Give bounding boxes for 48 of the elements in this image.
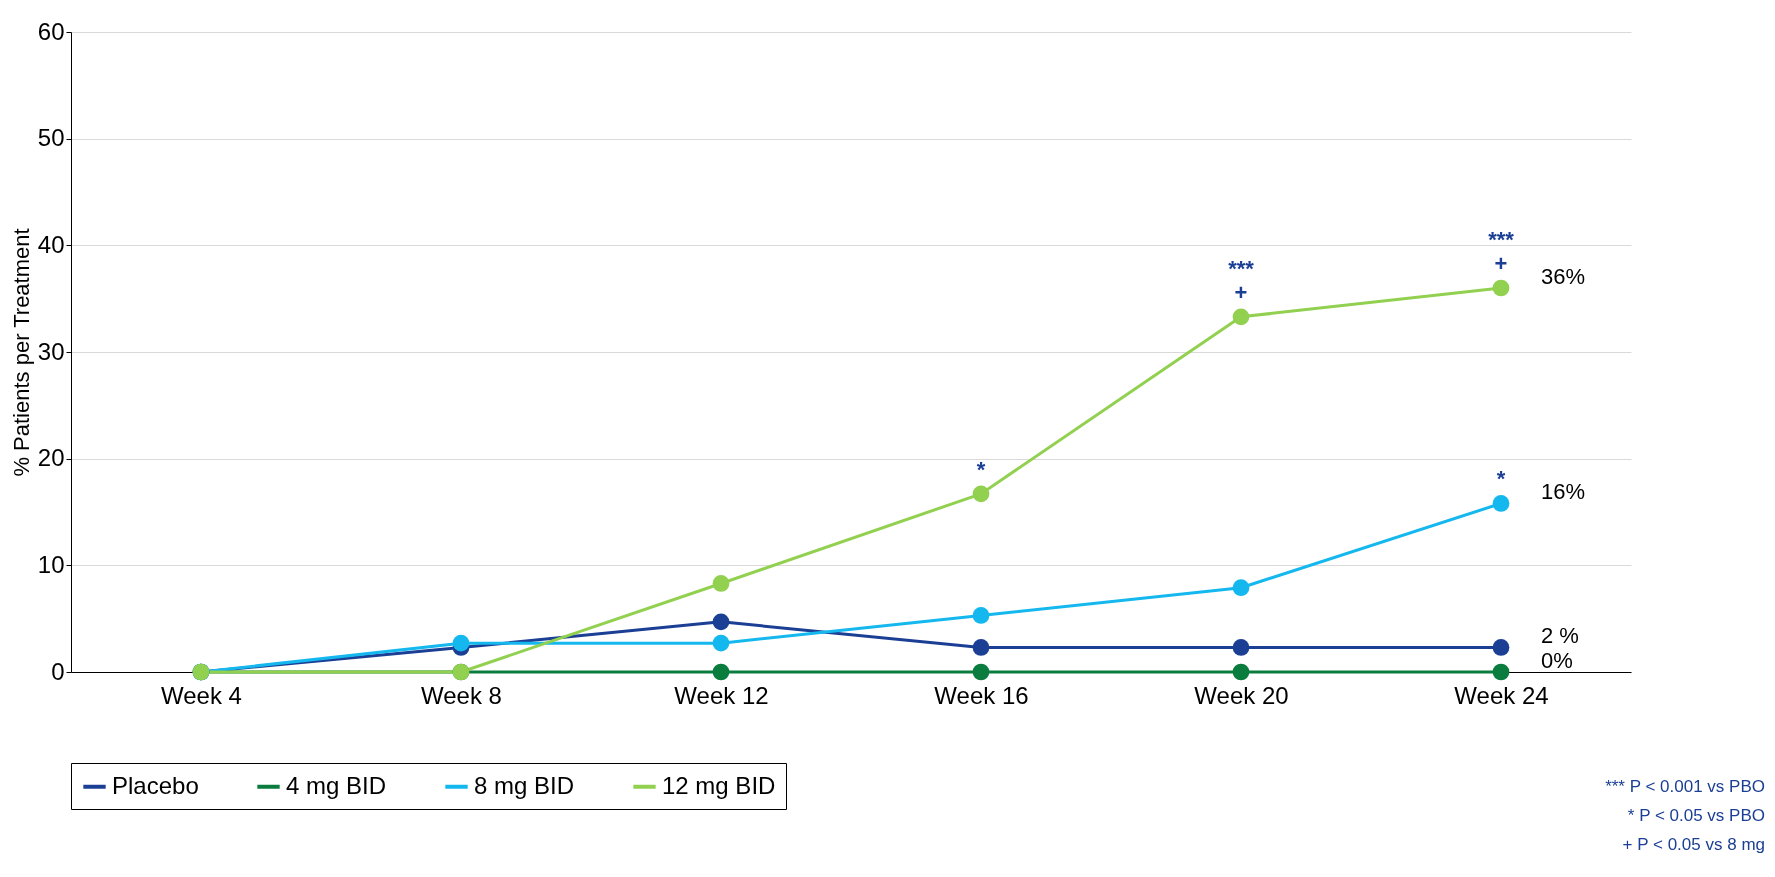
annotation: * — [976, 456, 986, 482]
text: * P < 0.05 vs PBO — [1626, 805, 1765, 827]
y-tick-label: 20 — [37, 444, 65, 472]
x-tick-label: Week 12 — [674, 681, 769, 709]
annotation: + — [1494, 251, 1508, 276]
legend-label: 12 mg BID — [662, 771, 776, 799]
point — [1232, 579, 1250, 597]
annotation: *** — [1488, 227, 1515, 252]
data-label: 16% — [1541, 479, 1586, 505]
point — [1492, 495, 1510, 512]
point — [452, 634, 470, 652]
annotation: * — [1496, 466, 1506, 492]
y-tick-label: 30 — [37, 337, 65, 365]
point — [1492, 663, 1510, 681]
legend-label: 8 mg BID — [474, 771, 575, 799]
text: *** P < 0.001 vs PBO — [1605, 776, 1765, 798]
point — [1232, 639, 1250, 656]
point — [972, 639, 990, 656]
data-label: 0% — [1541, 648, 1573, 673]
legend-label: Placebo — [112, 771, 199, 799]
point — [712, 663, 730, 681]
y-axis-title: % Patients per Treatment — [8, 228, 34, 477]
x-tick-label: Week 16 — [934, 681, 1029, 709]
point — [1492, 639, 1510, 656]
y-tick-label: 10 — [37, 550, 65, 578]
x-tick-label: Week 4 — [161, 681, 242, 709]
annotation: + — [1234, 279, 1248, 305]
point — [1232, 308, 1250, 326]
data-label: 2 % — [1541, 623, 1579, 649]
annotation: *** — [1228, 255, 1255, 281]
legend-label: 4 mg BID — [286, 771, 387, 799]
data-label: 36% — [1541, 264, 1586, 289]
y-tick-label: 50 — [37, 124, 65, 152]
point — [972, 607, 990, 624]
y-tick-label: 60 — [37, 17, 65, 45]
y-tick-label: 0 — [51, 657, 65, 685]
x-tick-label: Week 8 — [421, 681, 502, 709]
x-tick-label: Week 20 — [1194, 681, 1289, 709]
point — [972, 485, 990, 503]
point — [712, 613, 730, 631]
point — [972, 663, 990, 681]
point — [1492, 279, 1510, 297]
point — [712, 575, 730, 592]
point — [712, 634, 730, 652]
text: + P < 0.05 vs 8 mg — [1621, 834, 1765, 856]
x-tick-label: Week 24 — [1454, 681, 1549, 709]
y-tick-label: 40 — [37, 230, 65, 258]
point — [1232, 663, 1250, 681]
